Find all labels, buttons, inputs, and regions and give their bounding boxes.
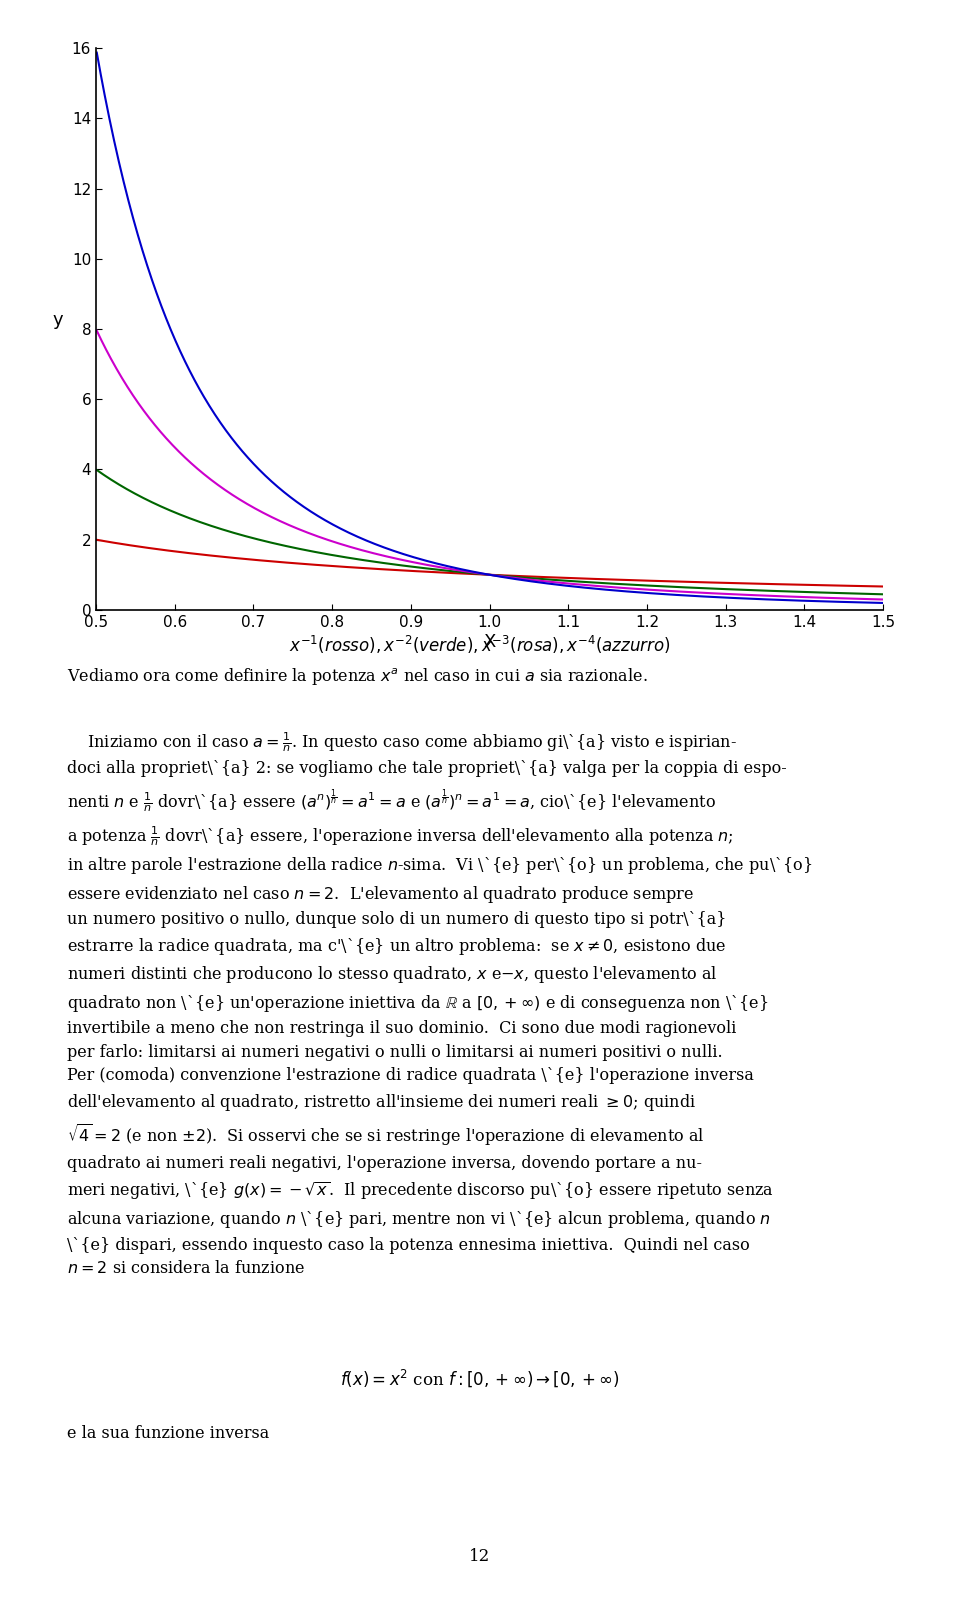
Y-axis label: y: y [53, 311, 63, 329]
Text: $f(x) = x^2$ con $f : [0, +\infty) \to [0, +\infty)$: $f(x) = x^2$ con $f : [0, +\infty) \to [… [340, 1367, 620, 1388]
Text: $x^{-1}(rosso), x^{-2}(verde), x^{-3}(rosa), x^{-4}(azzurro)$: $x^{-1}(rosso), x^{-2}(verde), x^{-3}(ro… [289, 634, 671, 656]
X-axis label: X: X [484, 632, 495, 650]
Text: 12: 12 [469, 1547, 491, 1565]
Text: Iniziamo con il caso $a = \frac{1}{n}$. In questo caso come abbiamo gi\`{a} vist: Iniziamo con il caso $a = \frac{1}{n}$. … [67, 730, 812, 1278]
Text: Vediamo ora come definire la potenza $x^a$ nel caso in cui $a$ sia razionale.: Vediamo ora come definire la potenza $x^… [67, 666, 648, 687]
Text: e la sua funzione inversa: e la sua funzione inversa [67, 1425, 270, 1443]
